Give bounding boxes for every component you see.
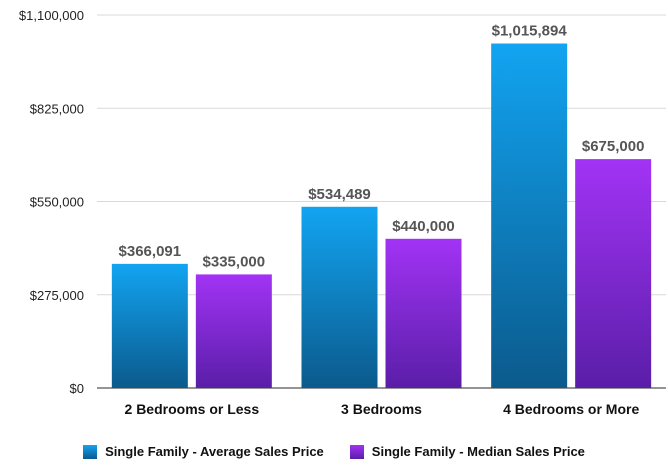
y-axis: $0 $275,000 $550,000 $825,000 $1,100,000	[19, 8, 84, 396]
x-tick-label: 2 Bedrooms or Less	[125, 401, 260, 417]
legend-item-average: Single Family - Average Sales Price	[83, 444, 324, 459]
bars: $366,091 $335,000 $534,489 $440,000 $1,015,8…	[111, 23, 652, 388]
legend-label-median: Single Family - Median Sales Price	[371, 444, 585, 459]
data-label: $440,000	[392, 218, 455, 235]
legend-item-median: Single Family - Median Sales Price	[349, 444, 585, 459]
data-label: $534,489	[308, 186, 371, 203]
y-tick-label: $550,000	[30, 195, 84, 210]
bar-average-1	[301, 206, 378, 388]
bar-chart: $0 $275,000 $550,000 $825,000 $1,100,000 $36…	[19, 8, 666, 417]
bar-median-0	[195, 274, 272, 388]
x-tick-label: 4 Bedrooms or More	[503, 401, 639, 417]
y-tick-label: $275,000	[30, 288, 84, 303]
x-tick-label: 3 Bedrooms	[341, 401, 422, 417]
legend: Single Family - Average Sales Price Sing…	[0, 444, 668, 459]
bar-median-1	[385, 238, 462, 388]
y-tick-label: $0	[70, 381, 84, 396]
legend-swatch-average	[83, 444, 98, 459]
gridlines	[97, 14, 666, 389]
bar-average-0	[111, 263, 188, 388]
y-tick-label: $825,000	[30, 101, 84, 116]
x-axis: 2 Bedrooms or Less 3 Bedrooms 4 Bedrooms o…	[125, 401, 640, 417]
data-label: $1,015,894	[492, 23, 568, 40]
data-label: $335,000	[203, 253, 266, 270]
data-label: $675,000	[582, 138, 645, 155]
legend-label-average: Single Family - Average Sales Price	[105, 444, 324, 459]
y-tick-label: $1,100,000	[19, 8, 84, 23]
data-label: $366,091	[119, 243, 182, 260]
legend-swatch-median	[349, 444, 364, 459]
bar-median-2	[575, 159, 652, 388]
bar-average-2	[491, 43, 568, 388]
